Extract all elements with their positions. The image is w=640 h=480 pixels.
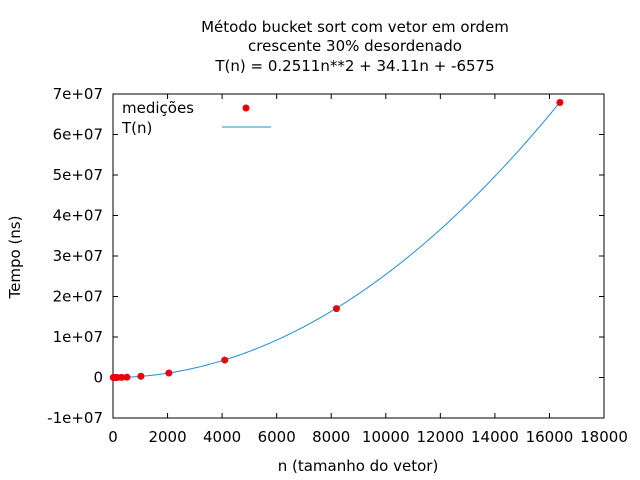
y-tick-label: 6e+07 bbox=[53, 126, 103, 144]
chart-title-line-3: T(n) = 0.2511n**2 + 34.11n + -6575 bbox=[214, 57, 494, 75]
y-tick-label: 1e+07 bbox=[53, 328, 103, 346]
data-point-medicoes bbox=[165, 369, 173, 377]
x-tick-label: 12000 bbox=[416, 428, 464, 446]
x-tick-label: 8000 bbox=[312, 428, 350, 446]
x-tick-label: 14000 bbox=[471, 428, 519, 446]
x-axis: 0 2000 4000 6000 8000 10000 12000 14000 16000 180… bbox=[108, 94, 628, 446]
data-point-medicoes bbox=[137, 372, 145, 380]
data-point-medicoes bbox=[118, 373, 126, 381]
y-tick-label: -1e+07 bbox=[47, 409, 103, 427]
legend-label-tn: T(n) bbox=[121, 119, 152, 137]
plot-content bbox=[109, 99, 564, 381]
chart-title-line-1: Método bucket sort com vetor em ordem bbox=[201, 18, 509, 36]
fit-curve-tn bbox=[112, 101, 561, 379]
x-axis-label: n (tamanho do vetor) bbox=[278, 457, 439, 475]
chart-title-line-2: crescente 30% desordenado bbox=[248, 37, 462, 55]
data-point-medicoes bbox=[332, 305, 340, 313]
x-tick-label: 4000 bbox=[203, 428, 241, 446]
data-point-medicoes bbox=[123, 373, 131, 381]
y-tick-label: 2e+07 bbox=[53, 288, 103, 306]
x-tick-label: 2000 bbox=[148, 428, 186, 446]
y-tick-label: 5e+07 bbox=[53, 166, 103, 184]
data-point-medicoes bbox=[556, 99, 564, 106]
legend: medições T(n) bbox=[121, 99, 271, 137]
y-axis: -1e+07 0 1e+07 2e+07 3e+07 4e+07 5e+07 6e+07 7e+… bbox=[47, 85, 604, 427]
data-point-medicoes bbox=[221, 356, 229, 364]
y-tick-label: 0 bbox=[93, 369, 103, 387]
x-tick-label: 0 bbox=[108, 428, 118, 446]
chart-title: Método bucket sort com vetor em ordem cr… bbox=[201, 18, 509, 75]
y-tick-label: 7e+07 bbox=[53, 85, 103, 103]
y-tick-label: 4e+07 bbox=[53, 207, 103, 225]
x-tick-label: 16000 bbox=[526, 428, 574, 446]
legend-label-medicoes: medições bbox=[122, 99, 194, 117]
y-axis-label: Tempo (ns) bbox=[6, 216, 24, 300]
x-tick-label: 10000 bbox=[362, 428, 410, 446]
x-tick-label: 18000 bbox=[580, 428, 628, 446]
x-tick-label: 6000 bbox=[258, 428, 296, 446]
legend-marker-medicoes bbox=[242, 104, 250, 112]
y-tick-label: 3e+07 bbox=[53, 247, 103, 265]
